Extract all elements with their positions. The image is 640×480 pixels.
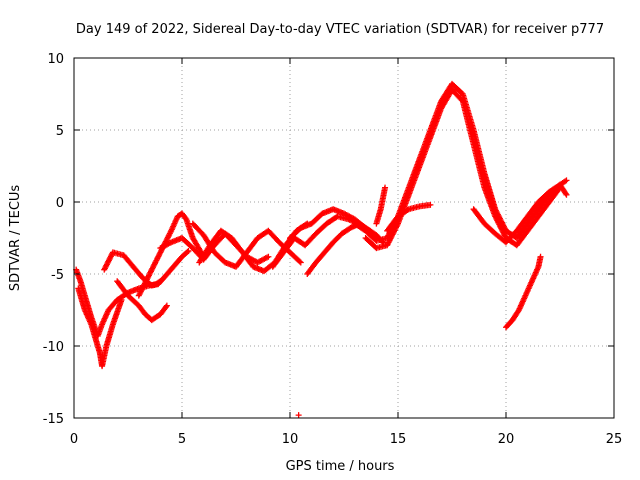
data-point bbox=[103, 261, 110, 268]
data-point bbox=[387, 235, 394, 242]
x-tick-label: 0 bbox=[70, 432, 78, 447]
data-point bbox=[295, 412, 302, 419]
data-point bbox=[384, 242, 391, 249]
x-tick-label: 15 bbox=[390, 432, 407, 447]
data-point bbox=[562, 178, 569, 185]
data-point bbox=[106, 256, 113, 263]
data-point bbox=[104, 260, 111, 267]
data-point bbox=[105, 258, 112, 265]
grid-lines bbox=[74, 58, 614, 418]
data-point bbox=[296, 258, 303, 265]
data-point bbox=[163, 302, 170, 309]
axis-ticks: 0 5 10 15 20 25 -15 -10 -5 0 5 10 bbox=[43, 52, 623, 447]
data-point bbox=[265, 253, 272, 260]
data-point bbox=[107, 253, 114, 260]
data-point bbox=[427, 201, 434, 208]
data-points bbox=[73, 80, 570, 419]
data-point bbox=[184, 248, 191, 255]
x-tick-label: 20 bbox=[498, 432, 515, 447]
data-point bbox=[394, 221, 401, 228]
y-tick-label: -15 bbox=[43, 412, 64, 427]
data-point bbox=[537, 253, 544, 260]
x-tick-label: 5 bbox=[178, 432, 186, 447]
y-tick-label: -5 bbox=[51, 268, 64, 283]
data-point bbox=[105, 257, 112, 264]
data-point bbox=[297, 259, 304, 266]
data-point bbox=[103, 262, 110, 269]
data-point bbox=[382, 184, 389, 191]
data-point bbox=[563, 177, 570, 184]
y-tick-label: 5 bbox=[56, 124, 64, 139]
plot-frame bbox=[73, 57, 615, 419]
x-tick-label: 25 bbox=[606, 432, 623, 447]
data-point bbox=[563, 191, 570, 198]
y-tick-label: 10 bbox=[47, 52, 64, 67]
chart-title: Day 149 of 2022, Sidereal Day-to-day VTE… bbox=[76, 22, 604, 37]
data-point bbox=[166, 240, 173, 247]
data-point bbox=[390, 228, 397, 235]
data-point bbox=[167, 229, 174, 236]
data-point bbox=[185, 247, 192, 254]
data-point bbox=[404, 207, 411, 213]
data-point bbox=[562, 190, 569, 197]
x-axis-label: GPS time / hours bbox=[286, 459, 395, 474]
y-axis-label: SDTVAR / TECUs bbox=[8, 185, 23, 292]
data-point bbox=[118, 296, 125, 303]
data-point bbox=[101, 265, 108, 272]
data-point bbox=[162, 303, 169, 310]
data-point bbox=[102, 264, 109, 271]
x-tick-label: 10 bbox=[282, 432, 299, 447]
data-point bbox=[101, 266, 108, 273]
y-tick-label: 0 bbox=[56, 196, 64, 211]
y-tick-label: -10 bbox=[43, 340, 64, 355]
data-point bbox=[107, 254, 114, 261]
